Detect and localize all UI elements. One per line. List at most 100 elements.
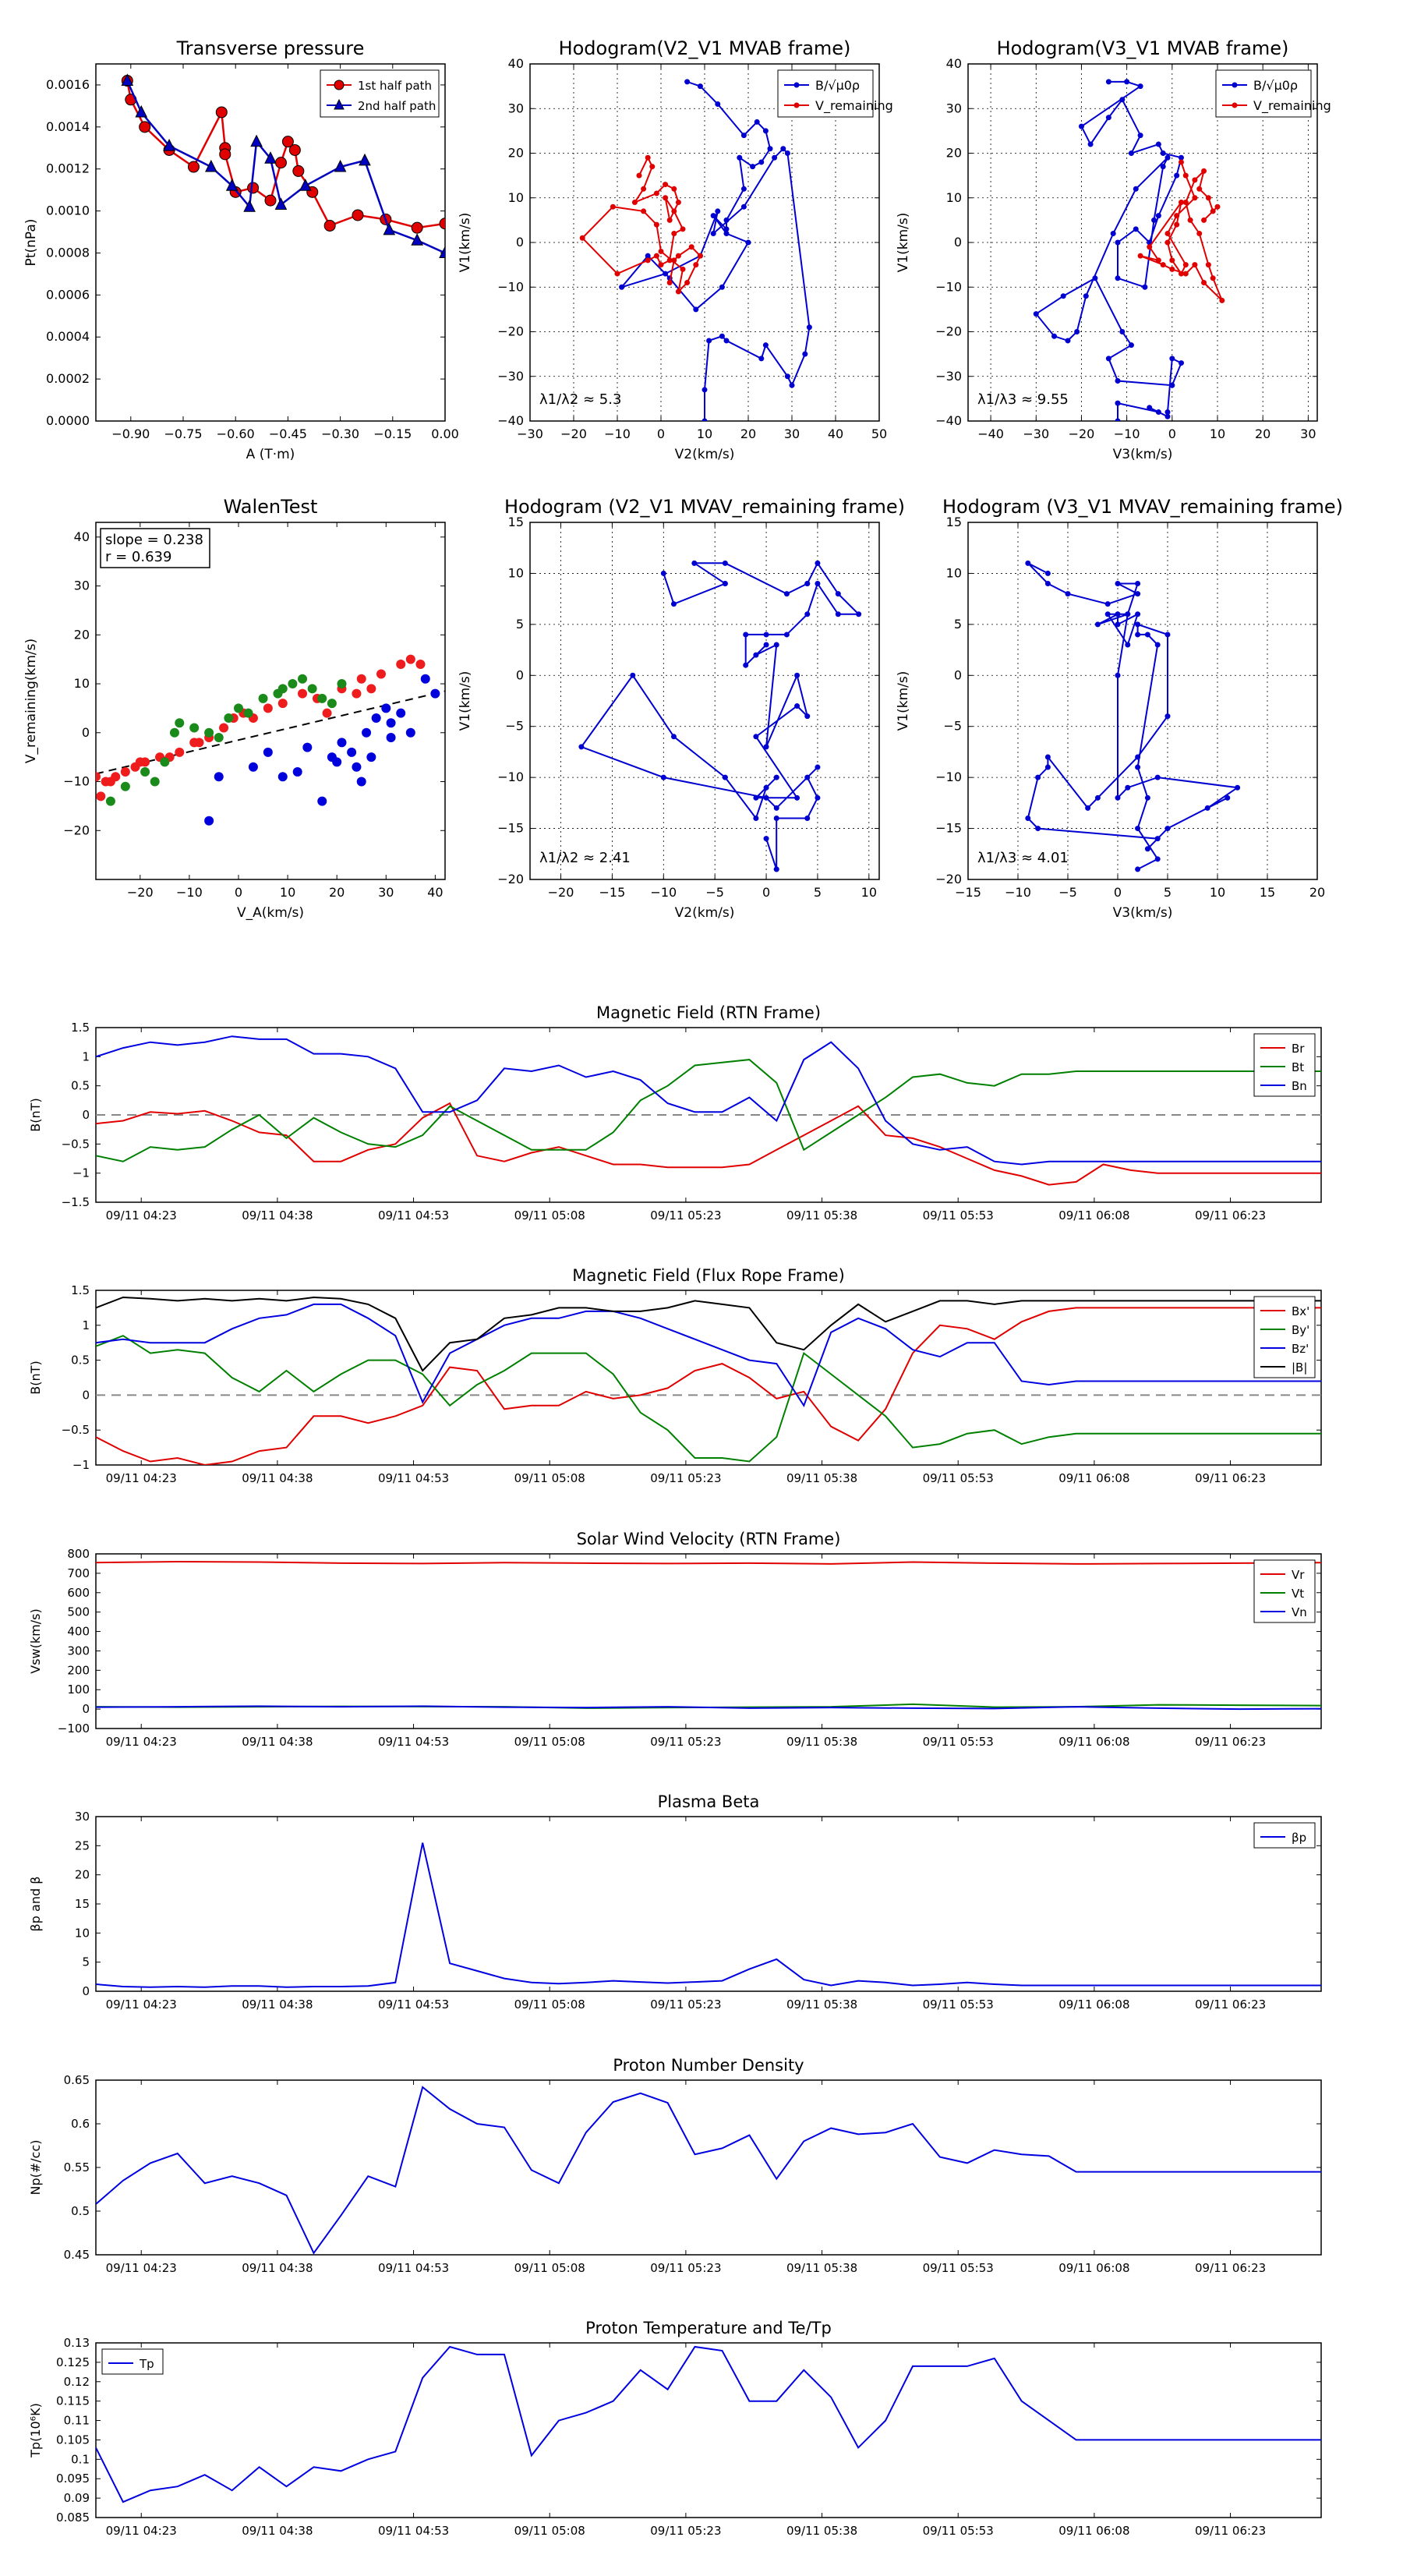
data-point [334, 159, 347, 172]
data-point [277, 772, 288, 782]
data-point [763, 642, 769, 648]
x-tick-label: −0.30 [321, 426, 359, 441]
plot-area [96, 1035, 1321, 1186]
y-tick-label: 0.0004 [46, 329, 90, 344]
x-tick-label: 09/11 05:38 [786, 1471, 857, 1485]
data-point [1164, 239, 1171, 246]
legend-label: 1st half path [358, 79, 432, 93]
data-point [1225, 794, 1231, 801]
data-point [194, 738, 204, 748]
data-point [415, 659, 426, 669]
data-point [120, 781, 130, 791]
data-point [281, 136, 294, 148]
data-point [666, 280, 673, 286]
data-point [1115, 377, 1121, 384]
chart-title: Plasma Beta [658, 1792, 760, 1811]
data-point [1033, 311, 1039, 317]
data-point [233, 703, 243, 713]
x-tick-label: 09/11 04:53 [378, 1208, 449, 1223]
y-tick-label: 10 [508, 190, 524, 205]
data-point [105, 777, 115, 787]
legend-label: 2nd half path [358, 99, 436, 113]
x-tick-label: 09/11 04:23 [106, 2524, 177, 2538]
data-point [666, 257, 673, 264]
data-point [274, 197, 288, 211]
legend-marker [1232, 102, 1238, 108]
data-point [767, 146, 773, 152]
y-axis-label: Vsw(km/s) [28, 1608, 43, 1673]
x-axis-label: V3(km/s) [1113, 905, 1173, 921]
data-point [856, 611, 862, 617]
x-tick-label: 5 [1164, 885, 1172, 900]
data-point [362, 727, 372, 738]
data-point [1155, 257, 1161, 264]
data-point [1196, 231, 1203, 237]
data-point [214, 772, 224, 782]
data-point [688, 244, 694, 250]
data-point [753, 794, 759, 801]
y-tick-label: −100 [58, 1721, 90, 1736]
legend-label: Vn [1292, 1605, 1307, 1619]
legend-box [101, 2348, 164, 2375]
y-tick-label: 0 [82, 1108, 90, 1122]
y-tick-label: 0.0016 [46, 77, 90, 92]
x-tick-label: −0.45 [269, 426, 307, 441]
x-tick-label: 09/11 06:23 [1195, 2261, 1266, 2275]
data-point [1115, 239, 1121, 246]
y-tick-label: 10 [946, 565, 962, 580]
data-point [684, 280, 691, 286]
y-tick-label: 40 [74, 529, 90, 544]
data-point [248, 762, 258, 772]
plot-area [96, 1296, 1321, 1465]
data-point [750, 164, 756, 170]
y-tick-label: 0 [516, 667, 524, 682]
x-tick-label: 09/11 05:38 [786, 2261, 857, 2275]
y-tick-label: 0.105 [56, 2433, 90, 2447]
data-point [660, 570, 666, 576]
y-tick-label: 500 [67, 1605, 90, 1619]
data-point [105, 796, 115, 806]
x-tick-label: 30 [1300, 426, 1316, 441]
x-tick-label: −5 [1058, 885, 1077, 900]
data-point [332, 757, 342, 767]
data-point [163, 138, 175, 151]
data-point [150, 777, 160, 787]
y-tick-label: −10 [935, 279, 962, 294]
data-point [666, 217, 673, 223]
data-point [1044, 581, 1051, 587]
data-point [762, 128, 769, 134]
x-tick-label: 09/11 06:23 [1195, 1997, 1266, 2012]
data-point [274, 157, 287, 169]
y-tick-label: 0 [82, 725, 90, 740]
plot-frame [95, 1816, 1322, 1992]
data-point [1135, 611, 1141, 617]
data-point [693, 262, 699, 268]
x-tick-label: −0.60 [217, 426, 255, 441]
y-tick-label: −15 [497, 821, 524, 836]
stats-line: slope = 0.238 [105, 532, 203, 548]
y-tick-label: 20 [508, 146, 524, 161]
legend-label: |B| [1292, 1361, 1307, 1375]
y-tick-label: 0.12 [64, 2375, 90, 2389]
data-point [1135, 621, 1141, 628]
y-tick-label: −10 [497, 770, 524, 784]
data-point [1087, 141, 1094, 147]
data-point [411, 221, 423, 234]
data-point [214, 733, 224, 743]
data-point [815, 794, 821, 801]
data-point [1105, 79, 1111, 85]
y-axis-label: V1(km/s) [896, 671, 911, 731]
data-point [762, 342, 769, 349]
data-point [740, 203, 747, 210]
y-axis-label: V1(km/s) [896, 213, 911, 273]
data-point [804, 611, 811, 617]
data-point [1196, 186, 1203, 192]
data-point [723, 231, 730, 237]
data-point [1115, 621, 1121, 628]
data-point [337, 679, 347, 689]
series-line-bt [96, 1059, 1321, 1162]
data-point [323, 219, 336, 232]
data-point [804, 815, 811, 821]
y-tick-label: 10 [74, 676, 90, 691]
data-point [1119, 329, 1126, 334]
